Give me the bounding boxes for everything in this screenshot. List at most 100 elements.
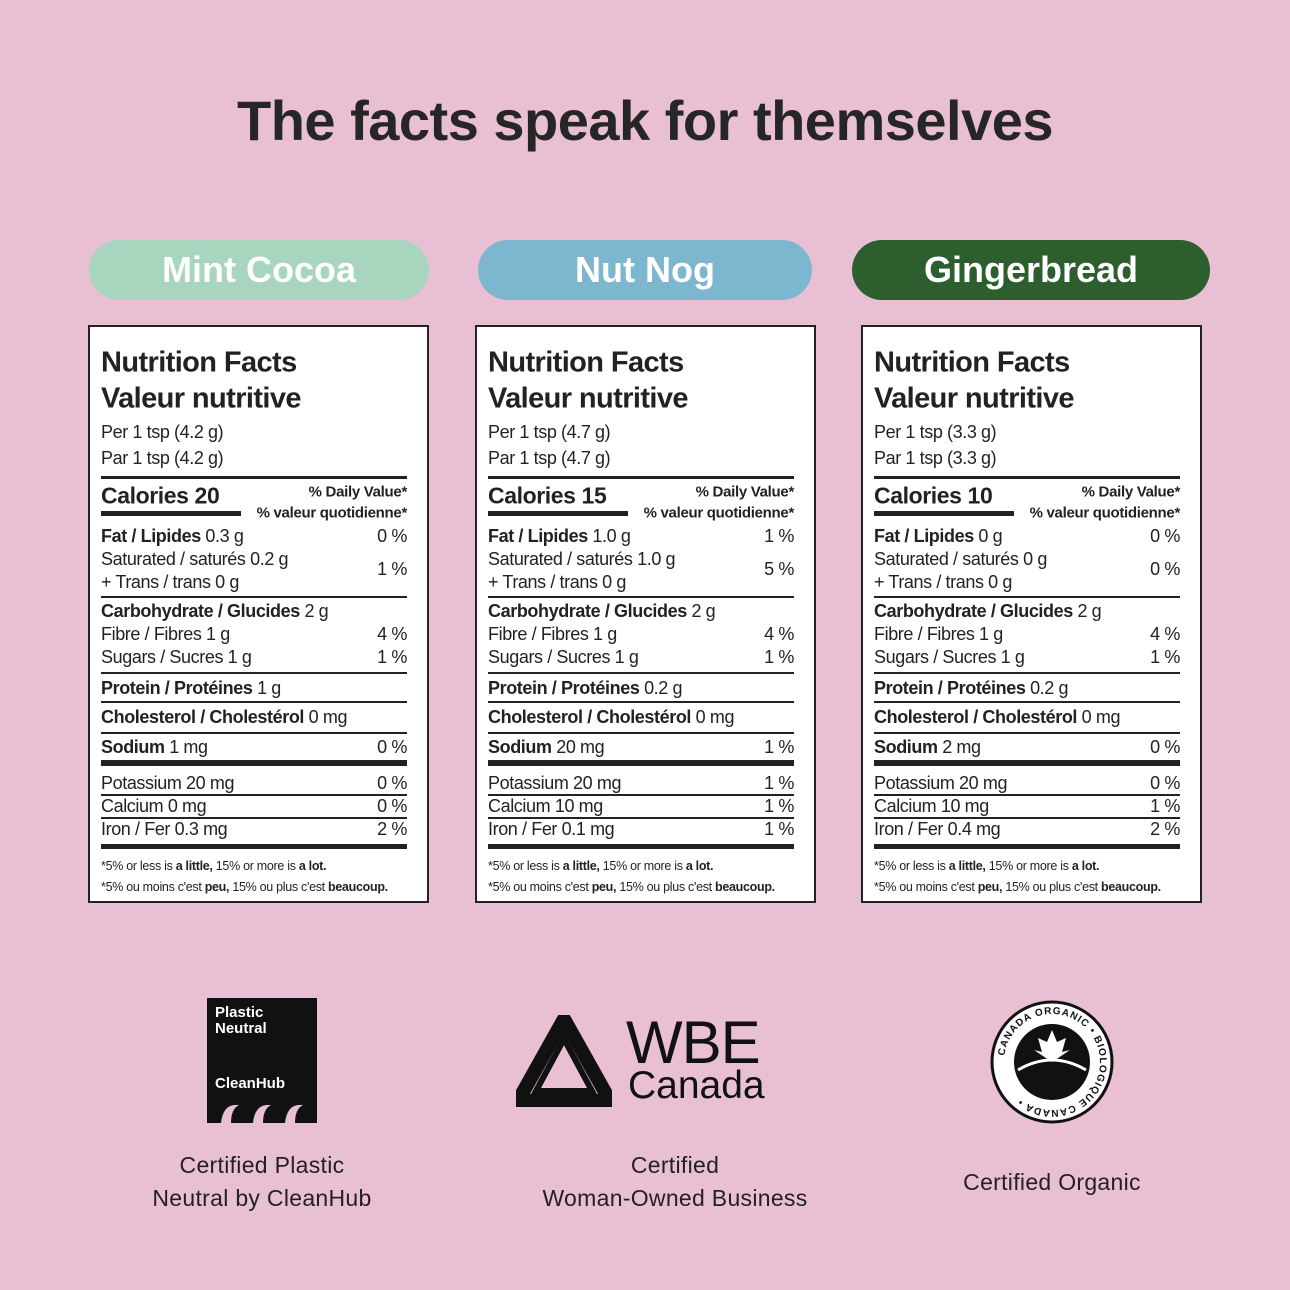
text: Fat / Lipides — [874, 526, 974, 546]
divider — [488, 476, 794, 479]
daily-value-header-fr: % valeur quotidienne* — [257, 506, 408, 521]
text: 0 % — [1150, 773, 1180, 793]
trans-row: + Trans / trans 0 g — [874, 573, 1012, 591]
text: 20 mg — [556, 737, 605, 757]
text: Calcium — [874, 796, 937, 816]
divider — [101, 844, 407, 849]
saturated-row: Saturated / saturés 0.2 g — [101, 550, 289, 568]
text: 1 mg — [169, 737, 208, 757]
text: 0.3 g — [205, 526, 244, 546]
text: a little, — [175, 858, 213, 873]
text: Sodium — [488, 737, 552, 757]
text: peu, — [591, 879, 617, 894]
sugars-row: Sugars / Sucres 1 g — [488, 648, 639, 666]
serving-fr: Par 1 tsp (3.3 g) — [874, 449, 997, 467]
nutrition-facts-panel: Nutrition Facts Valeur nutritive Per 1 tsp… — [88, 325, 429, 903]
text: 15% or more is — [985, 858, 1072, 873]
text: 4 % — [377, 624, 407, 644]
text: 1 % — [377, 559, 407, 579]
text: 1 g — [206, 624, 230, 644]
fibre-row: Fibre / Fibres 1 g — [488, 625, 617, 643]
text: 1 % — [1150, 796, 1180, 816]
text: Valeur nutritive — [101, 382, 302, 415]
divider — [488, 672, 794, 674]
organic-caption: Certified Organic — [963, 1169, 1141, 1195]
text: Calcium — [101, 796, 164, 816]
calories: Calories 10 — [874, 484, 993, 508]
text: Fat / Lipides — [488, 526, 588, 546]
text: 0 % — [377, 796, 407, 816]
text: 0 % — [1150, 526, 1180, 546]
footnote-fr: *5% ou moins c'est peu, 15% ou plus c'es… — [488, 881, 775, 894]
sugars-row: Sugars / Sucres 1 g — [874, 648, 1025, 666]
protein-row: Protein / Protéines 0.2 g — [488, 679, 683, 697]
fibre-dv: 4 % — [874, 625, 1180, 643]
text: Cholesterol / Cholestérol — [874, 707, 1078, 727]
sodium-row: Sodium 2 mg — [874, 738, 981, 756]
sat-trans-dv: 1 % — [101, 560, 407, 578]
text: Nutrition Facts — [101, 346, 297, 379]
potassium-row: Potassium 20 mg — [101, 774, 234, 792]
text: Protein / Protéines — [874, 678, 1026, 698]
divider — [874, 732, 1180, 734]
divider — [488, 596, 794, 598]
text: Neutral by CleanHub — [152, 1185, 372, 1211]
wbe-logo-text: WBE — [626, 1009, 761, 1076]
text: 0 g — [1023, 549, 1047, 569]
calcium-row: Calcium 10 mg — [874, 797, 989, 815]
text: Per 1 tsp (4.2 g) — [101, 422, 224, 442]
wave-icon — [221, 1104, 303, 1123]
footnote-en: *5% or less is a little, 15% or more is … — [101, 858, 327, 873]
divider — [874, 511, 1014, 516]
text: 0 mg — [695, 707, 735, 727]
text: 0 g — [988, 572, 1012, 592]
iron-row: Iron / Fer 0.4 mg — [874, 819, 1001, 839]
divider — [101, 732, 407, 734]
text: beaucoup. — [715, 879, 775, 894]
text: 1 g — [257, 678, 281, 698]
heading-en: Nutrition Facts — [874, 348, 1070, 378]
fat-dv: 0 % — [874, 527, 1180, 545]
saturated-row: Saturated / saturés 1.0 g — [488, 550, 676, 568]
potassium-dv: 0 % — [874, 774, 1180, 792]
footnote-en: *5% or less is a little, 15% or more is … — [488, 858, 714, 873]
text: 10 mg — [940, 796, 989, 816]
sodium-dv: 0 % — [101, 738, 407, 756]
text: Certified Plastic — [179, 1152, 345, 1178]
text: 0 g — [602, 572, 626, 592]
cholesterol-row: Cholesterol / Cholestérol 0 mg — [488, 708, 734, 726]
text: *5% or less is — [874, 858, 949, 873]
divider — [488, 817, 794, 819]
product-name-pill: Nut Nog — [478, 240, 812, 300]
heading-fr: Valeur nutritive — [488, 384, 689, 414]
text: 2 % — [377, 819, 407, 839]
text: 0.3 mg — [174, 819, 228, 839]
carbohydrate-row: Carbohydrate / Glucides 2 g — [488, 602, 716, 620]
text: 0 g — [978, 526, 1003, 546]
text: 0.4 mg — [947, 819, 1001, 839]
divider — [101, 701, 407, 703]
fat-row: Fat / Lipides 0 g — [874, 526, 1003, 546]
text: 1 % — [764, 819, 794, 839]
sugars-dv: 1 % — [874, 648, 1180, 666]
text: a lot. — [298, 858, 327, 873]
serving-fr: Par 1 tsp (4.7 g) — [488, 449, 611, 467]
text: + Trans / trans — [488, 572, 598, 592]
text: % valeur quotidienne* — [1029, 504, 1181, 522]
divider — [874, 701, 1180, 703]
divider — [101, 596, 407, 598]
text: a lot. — [685, 858, 714, 873]
nutrition-facts-panel: Nutrition Facts Valeur nutritive Per 1 tsp… — [475, 325, 816, 903]
fibre-row: Fibre / Fibres 1 g — [874, 625, 1003, 643]
text: 0 mg — [167, 796, 207, 816]
carbohydrate-row: Carbohydrate / Glucides 2 g — [874, 601, 1102, 621]
text: Sugars / Sucres — [488, 647, 611, 667]
serving-en: Per 1 tsp (4.2 g) — [101, 422, 224, 442]
heading-fr: Valeur nutritive — [101, 382, 302, 415]
fat-row: Fat / Lipides 1.0 g — [488, 526, 631, 546]
text: Iron / Fer — [101, 819, 171, 839]
calcium-dv: 1 % — [874, 797, 1180, 815]
text: Calcium — [488, 796, 551, 816]
iron-row: Iron / Fer 0.1 mg — [488, 820, 615, 838]
text: Carbohydrate / Glucides — [874, 601, 1073, 621]
